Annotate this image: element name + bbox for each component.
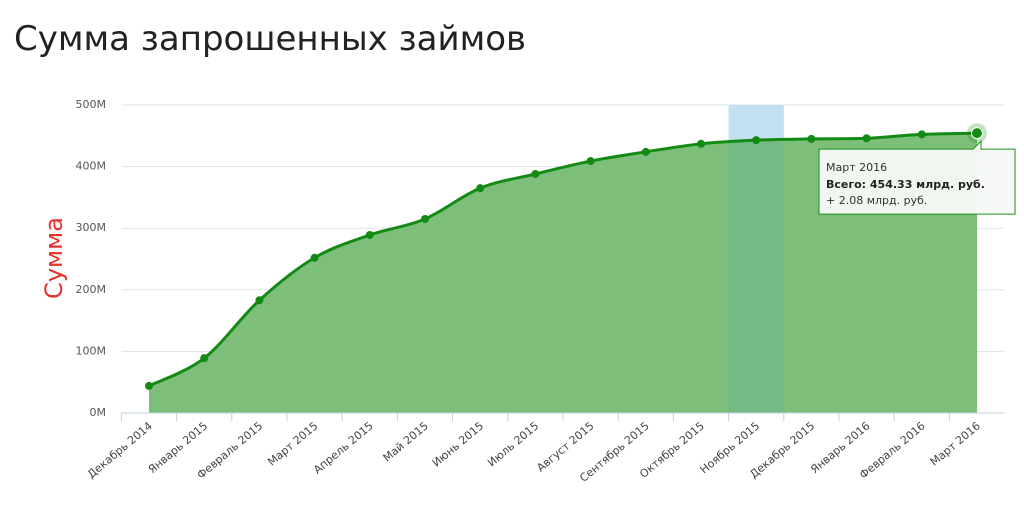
point [752,136,761,145]
y-tick-label: 0M [90,406,107,419]
y-axis-label: Сумма [40,217,68,299]
tooltip-change: + 2.08 млрд. руб. [826,194,927,207]
x-tick-label: Апрель 2015 [311,419,376,476]
y-tick-label: 200M [76,283,107,296]
x-tick-label: Июнь 2015 [430,419,486,469]
x-tick-label: Июль 2015 [485,419,541,469]
point [807,134,816,143]
tooltip-box [818,139,1016,215]
point [641,147,650,156]
x-tick-label: Май 2015 [381,419,431,464]
y-tick-label: 100M [76,344,107,357]
point [145,381,153,390]
point [476,184,485,193]
point [310,253,319,262]
y-tick-label: 400M [76,160,107,173]
point [255,296,264,305]
point [862,134,871,143]
area [149,133,977,413]
tooltip-total: Всего: 454.33 млрд. руб. [826,178,985,191]
tooltip-title: Март 2016 [826,161,887,174]
line [148,131,978,388]
point [200,354,209,363]
point [586,157,595,166]
highlight-overlay [728,105,784,413]
x-tick-label: Март 2015 [265,419,320,468]
point [917,130,926,139]
tooltip: Март 2016 Всего: 454.33 млрд. руб. + 2.08 … [818,139,1016,215]
y-tick-label: 500M [76,98,107,111]
point [421,214,429,223]
point [971,127,983,140]
chart-title: Сумма запрошенных займов [14,19,526,59]
point [697,139,705,148]
point [531,169,540,178]
x-tick-label: Март 2016 [928,419,983,468]
y-tick-label: 300M [76,221,107,234]
point [365,230,374,239]
x-tick-label: Декабрь 2014 [85,419,155,481]
